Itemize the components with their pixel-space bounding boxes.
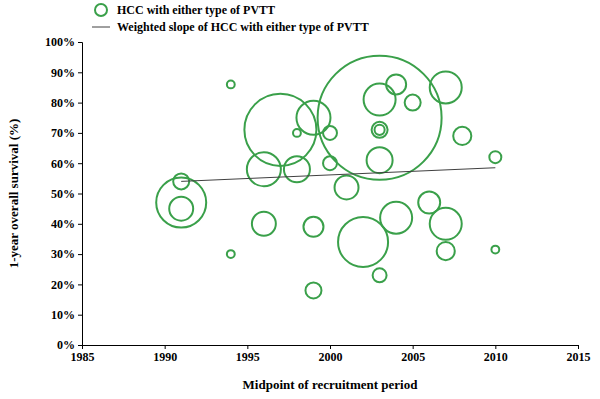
- chart: 19851990199520002005201020150%10%20%30%4…: [0, 0, 600, 399]
- bubble: [296, 101, 330, 135]
- x-axis: 1985199019952000200520102015: [71, 345, 591, 364]
- bubble: [430, 208, 462, 240]
- x-tick: 2015: [567, 345, 591, 364]
- bubble: [375, 125, 385, 135]
- bubble: [227, 80, 235, 88]
- x-tick: 2005: [401, 345, 425, 364]
- bubble: [380, 202, 412, 234]
- y-tick: 60%: [51, 157, 82, 171]
- legend-symbol: [92, 27, 110, 28]
- bubble: [156, 178, 206, 228]
- x-tick-label: 2000: [319, 350, 343, 364]
- bubble: [489, 151, 501, 163]
- x-tick-mark: [330, 345, 331, 349]
- bubble: [437, 242, 455, 260]
- y-tick-mark: [78, 42, 82, 43]
- trend-line: [181, 168, 495, 182]
- y-tick: 40%: [51, 217, 82, 231]
- y-tick-mark: [78, 194, 82, 195]
- bubble: [293, 129, 301, 137]
- y-tick-mark: [78, 315, 82, 316]
- y-tick: 80%: [51, 96, 82, 110]
- x-tick-label: 1995: [236, 350, 260, 364]
- y-tick-label: 70%: [51, 126, 75, 140]
- bubble: [367, 147, 393, 173]
- bubble: [247, 152, 281, 186]
- bubble: [323, 156, 337, 170]
- x-tick: 1995: [236, 345, 260, 364]
- bubble: [318, 56, 442, 180]
- x-tick: 2000: [319, 345, 343, 364]
- x-tick-mark: [165, 345, 166, 349]
- bubble: [364, 84, 396, 116]
- legend: HCC with either type of PVTT Weighted slo…: [92, 3, 369, 34]
- y-tick: 0%: [57, 338, 82, 352]
- bubble: [303, 217, 323, 237]
- y-tick: 30%: [51, 247, 82, 261]
- x-tick-mark: [413, 345, 414, 349]
- bubble: [252, 212, 276, 236]
- y-tick-mark: [78, 284, 82, 285]
- bubble: [491, 246, 499, 254]
- x-tick-label: 1990: [153, 350, 177, 364]
- bubble: [405, 95, 421, 111]
- y-tick-label: 0%: [57, 338, 75, 352]
- y-tick: 10%: [51, 308, 82, 322]
- y-tick-mark: [78, 103, 82, 104]
- y-tick: 50%: [51, 187, 82, 201]
- y-tick: 100%: [45, 35, 82, 49]
- y-tick-mark: [78, 163, 82, 164]
- y-tick-label: 10%: [51, 308, 75, 322]
- legend-label: HCC with either type of PVTT: [117, 3, 275, 17]
- bubble: [373, 268, 387, 282]
- y-tick-label: 30%: [51, 247, 75, 261]
- y-tick-mark: [78, 224, 82, 225]
- bubble: [323, 126, 337, 140]
- y-tick-mark: [78, 345, 82, 346]
- y-tick: 20%: [51, 278, 82, 292]
- x-tick: 2010: [484, 345, 508, 364]
- bubble-series: [156, 56, 501, 299]
- bubble: [244, 94, 316, 166]
- legend-label: Weighted slope of HCC with either type o…: [117, 20, 369, 34]
- x-tick-mark: [495, 345, 496, 349]
- y-tick-label: 80%: [51, 96, 75, 110]
- y-tick-label: 20%: [51, 278, 75, 292]
- y-tick-label: 50%: [51, 187, 75, 201]
- x-tick-label: 2015: [567, 350, 591, 364]
- bubble: [284, 156, 310, 182]
- y-tick-mark: [78, 254, 82, 255]
- y-tick-label: 40%: [51, 217, 75, 231]
- bubble: [386, 74, 406, 94]
- y-axis-title: 1-year overall survival (%): [6, 119, 21, 269]
- y-tick-mark: [78, 133, 82, 134]
- y-axis: 0% 10% 20% 30% 40% 50% 60% 70% 80% 90% 100%: [45, 35, 83, 352]
- plot-area: [156, 56, 501, 299]
- y-tick-label: 90%: [51, 66, 75, 80]
- y-tick: 70%: [51, 126, 82, 140]
- y-tick: 90%: [51, 66, 82, 80]
- bubble: [430, 71, 462, 103]
- bubble: [169, 197, 193, 221]
- y-tick-mark: [78, 72, 82, 73]
- x-tick-label: 2010: [484, 350, 508, 364]
- legend-symbol: [95, 4, 107, 16]
- bubble: [453, 127, 471, 145]
- bubble: [372, 122, 388, 138]
- y-tick-label: 100%: [45, 35, 75, 49]
- x-tick-mark: [247, 345, 248, 349]
- x-tick-mark: [578, 345, 579, 349]
- y-tick-label: 60%: [51, 157, 75, 171]
- x-tick: 1990: [153, 345, 177, 364]
- bubble: [227, 250, 235, 258]
- x-axis-line: [83, 346, 579, 350]
- x-axis-title: Midpoint of recruitment period: [243, 377, 419, 392]
- bubble: [305, 282, 321, 298]
- y-axis-line: [78, 43, 83, 346]
- x-tick-label: 2005: [401, 350, 425, 364]
- bubble: [335, 175, 359, 199]
